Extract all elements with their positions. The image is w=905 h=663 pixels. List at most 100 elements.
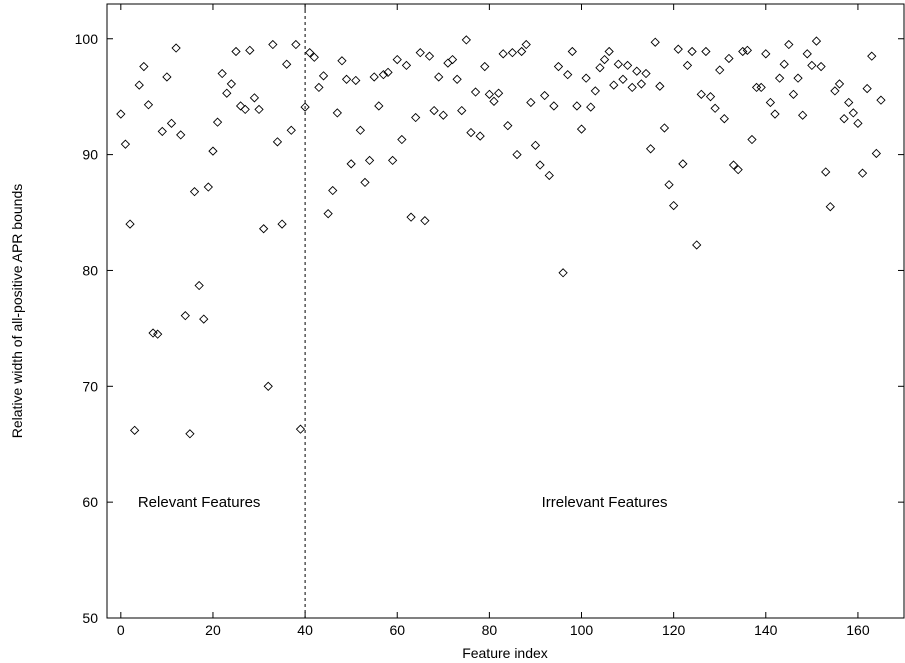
data-point-162 (862, 83, 872, 94)
data-point-49 (341, 74, 352, 84)
data-point-12 (171, 43, 181, 53)
data-point-150 (807, 60, 817, 71)
data-point-33 (268, 39, 278, 50)
data-point-68 (429, 105, 439, 116)
data-point-3 (130, 425, 140, 435)
data-point-36 (282, 59, 292, 69)
data-point-147 (793, 73, 803, 83)
data-point-4 (134, 80, 144, 90)
plot-frame (106, 3, 905, 619)
data-point-31 (258, 224, 269, 234)
data-point-65 (415, 48, 425, 58)
data-point-75 (461, 35, 471, 45)
data-point-32 (263, 381, 273, 391)
data-point-61 (397, 134, 407, 145)
data-point-111 (627, 82, 637, 93)
data-point-142 (770, 109, 780, 119)
data-point-26 (235, 101, 246, 111)
data-point-117 (655, 81, 665, 91)
data-point-0 (116, 109, 126, 119)
data-point-47 (332, 108, 342, 118)
data-point-89 (526, 97, 536, 108)
data-point-110 (622, 60, 633, 71)
data-point-149 (802, 49, 812, 59)
annotation-relevant-features: Relevant Features (138, 494, 261, 511)
data-point-131 (719, 114, 729, 124)
data-point-137 (747, 134, 757, 145)
data-point-20 (208, 146, 218, 156)
data-point-56 (374, 101, 384, 111)
data-point-54 (364, 155, 375, 166)
data-point-38 (291, 39, 301, 50)
data-point-76 (466, 127, 476, 138)
data-point-98 (567, 46, 577, 57)
data-point-156 (834, 79, 845, 89)
data-point-64 (411, 112, 421, 123)
data-point-18 (199, 314, 209, 324)
data-point-57 (378, 70, 389, 80)
x-tick-label-60: 60 (389, 622, 405, 638)
data-point-153 (821, 167, 831, 177)
data-point-1 (120, 139, 131, 149)
data-point-148 (798, 110, 808, 120)
data-point-160 (853, 118, 863, 128)
data-point-85 (507, 48, 518, 58)
data-point-34 (272, 137, 283, 147)
data-point-29 (249, 93, 260, 103)
data-point-69 (434, 72, 444, 82)
data-point-24 (226, 79, 237, 89)
data-point-112 (632, 66, 642, 76)
data-point-48 (337, 56, 347, 66)
data-point-37 (286, 125, 296, 135)
data-point-79 (480, 61, 490, 72)
data-point-88 (521, 39, 531, 50)
data-point-72 (447, 54, 458, 65)
data-point-8 (153, 329, 163, 339)
data-point-92 (540, 90, 550, 101)
x-tick-label-100: 100 (570, 622, 594, 638)
data-point-119 (664, 180, 674, 190)
data-point-122 (678, 159, 688, 169)
data-point-146 (788, 89, 799, 99)
data-point-90 (530, 140, 541, 150)
data-point-13 (176, 130, 186, 140)
data-point-143 (774, 73, 785, 83)
data-point-86 (512, 149, 522, 160)
data-point-87 (516, 46, 527, 57)
x-tick-label-40: 40 (297, 622, 313, 638)
data-point-41 (305, 48, 315, 58)
axis-ticks (107, 4, 904, 619)
data-point-28 (245, 45, 255, 55)
data-point-17 (194, 280, 204, 291)
data-point-130 (715, 65, 725, 75)
data-point-138 (751, 82, 762, 93)
data-point-107 (609, 80, 619, 90)
data-point-83 (498, 49, 508, 59)
data-point-2 (125, 219, 135, 229)
data-point-106 (604, 46, 614, 57)
data-point-45 (323, 209, 333, 219)
data-point-55 (369, 72, 379, 82)
data-point-82 (493, 88, 504, 98)
data-point-163 (867, 51, 877, 61)
data-point-159 (848, 108, 858, 118)
x-tick-label-160: 160 (846, 622, 870, 638)
data-point-67 (424, 51, 435, 61)
data-point-59 (387, 155, 398, 166)
data-point-125 (692, 240, 702, 250)
data-point-51 (351, 75, 361, 86)
data-point-124 (687, 46, 697, 57)
data-point-25 (231, 46, 241, 57)
y-tick-label-80: 80 (82, 262, 98, 278)
data-point-46 (328, 185, 338, 196)
data-point-43 (314, 82, 324, 93)
data-point-78 (475, 131, 485, 141)
data-point-22 (217, 68, 227, 79)
data-point-136 (742, 45, 753, 55)
data-point-140 (761, 49, 771, 59)
data-points (116, 35, 886, 439)
data-point-102 (586, 102, 596, 112)
data-point-21 (212, 117, 223, 127)
data-point-152 (816, 61, 826, 72)
